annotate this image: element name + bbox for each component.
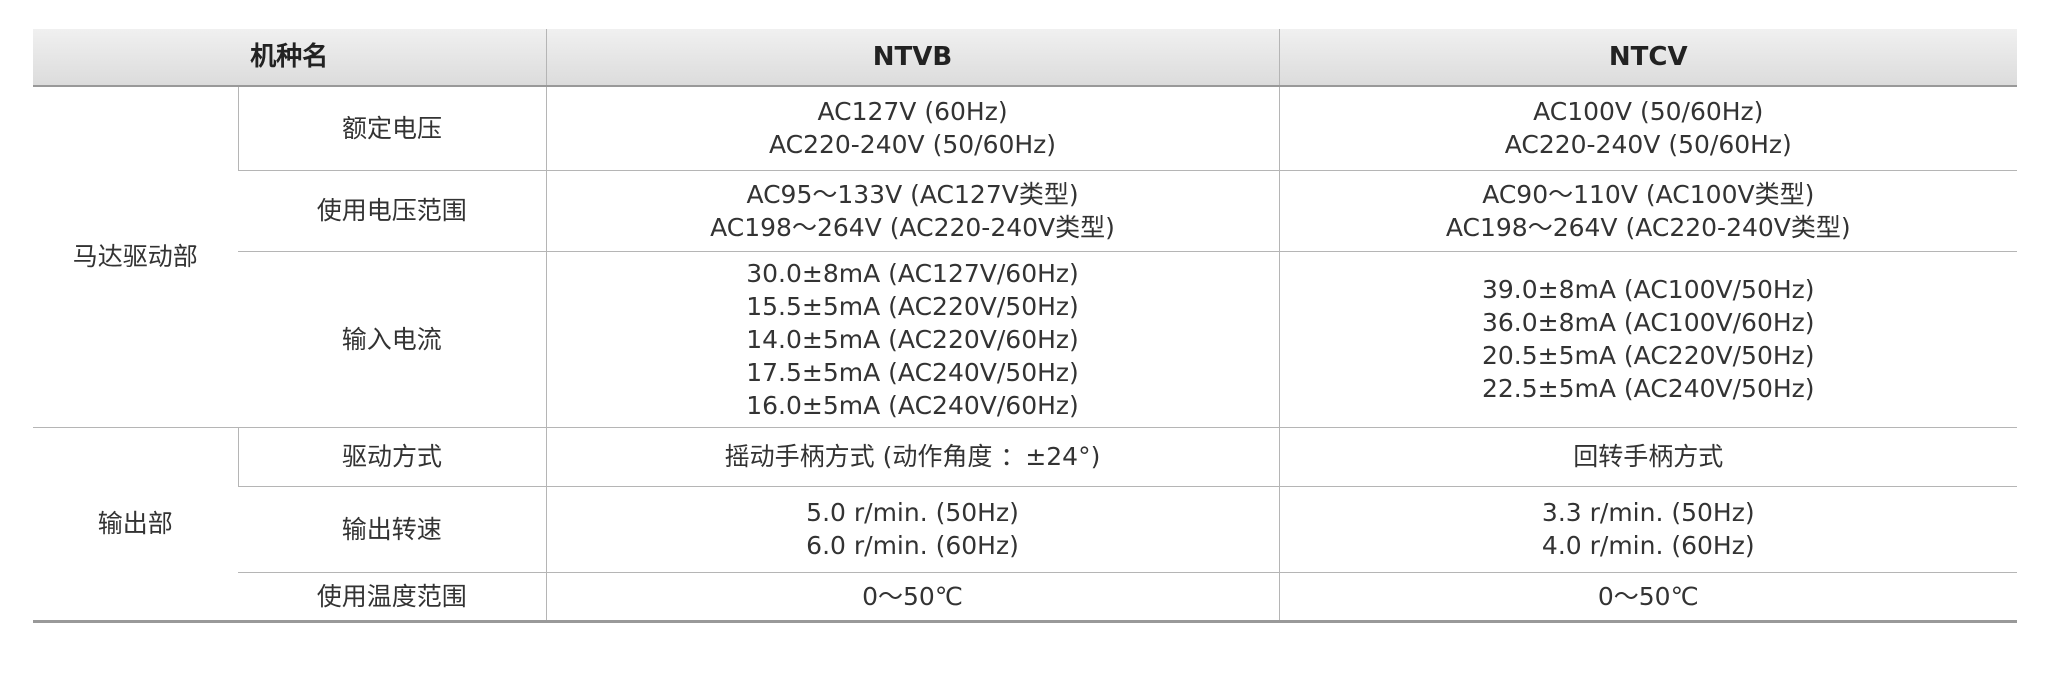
value-cell: AC127V (60Hz) AC220-240V (50/60Hz) [545, 85, 1280, 170]
value-line: 39.0±8mA (AC100V/50Hz) [1482, 275, 1815, 304]
value-cell: 0～50℃ [545, 571, 1280, 623]
group-label: 马达驱动部 [33, 85, 238, 427]
header-cell: NTVB [545, 29, 1280, 87]
value-line: 22.5±5mA (AC240V/50Hz) [1482, 374, 1815, 403]
item-label: 驱动方式 [237, 426, 547, 486]
value-line: AC220-240V (50/60Hz) [1504, 130, 1792, 160]
value-line: AC127V (60Hz) [817, 97, 1008, 127]
value-cell: 30.0±8mA (AC127V/60Hz) 15.5±5mA (AC220V/5… [545, 250, 1280, 427]
header-row: 机种名 NTVB NTCV [33, 29, 2018, 87]
value-line: 摇动手柄方式 (动作角度 ：±24°) [724, 442, 1101, 471]
table-body: 马达驱动部 额定电压 AC127V (60Hz) AC220-240V (50/60H… [33, 85, 2018, 623]
value-cell: AC90～110V (AC100V类型) AC198～264V (AC220-24… [1278, 169, 2018, 251]
value-line: 30.0±8mA (AC127V/60Hz) [746, 258, 1079, 288]
value-cell: AC100V (50/60Hz) AC220-240V (50/60Hz) [1278, 85, 2018, 170]
table-row: 马达驱动部 额定电压 AC127V (60Hz) AC220-240V (50/60H… [33, 85, 2018, 427]
value-line: AC95～133V (AC127V类型) [746, 179, 1079, 209]
item-label: 使用温度范围 [238, 571, 547, 623]
value-line: 16.0±5mA (AC240V/60Hz) [746, 390, 1079, 420]
value-line: 0～50℃ [862, 581, 963, 611]
header-cell: 机种名 [33, 29, 547, 87]
value-line: AC198～264V (AC220-240V类型) [710, 212, 1115, 242]
value-line: 20.5±5mA (AC220V/50Hz) [1482, 341, 1815, 370]
value-cell: AC95～133V (AC127V类型) AC198～264V (AC220-24… [545, 169, 1280, 251]
item-label: 输入电流 [238, 250, 547, 427]
value-line: 0～50℃ [1597, 581, 1699, 611]
item-label: 额定电压 [237, 85, 547, 170]
table-row: 输出部 驱动方式 摇动手柄方式 (动作角度 ：±24°) 回转手柄方式 [33, 426, 2018, 623]
value-line: 3.3 r/min. (50Hz) [1541, 498, 1755, 527]
spec-table: 机种名 NTVB NTCV 马达驱动部 额定电压 AC127V (60Hz) AC22… [33, 29, 2018, 623]
value-cell: 5.0 r/min. (50Hz) 6.0 r/min. (60Hz) [545, 485, 1280, 572]
value-line: 4.0 r/min. (60Hz) [1541, 531, 1755, 560]
value-cell: 0～50℃ [1278, 571, 2018, 623]
value-line: AC90～110V (AC100V类型) [1482, 179, 1815, 209]
table-row: 输出转速 5.0 r/min. (50Hz) 6.0 r/min. (60Hz) 3.… [33, 485, 2018, 572]
value-line: 5.0 r/min. (50Hz) [806, 498, 1019, 527]
group-label: 输出部 [33, 426, 238, 623]
value-cell: 39.0±8mA (AC100V/50Hz) 36.0±8mA (AC100V/6… [1278, 250, 2018, 427]
table-row: 使用电压范围 AC95～133V (AC127V类型) AC198～264V (AC… [33, 169, 2018, 251]
value-line: AC220-240V (50/60Hz) [768, 130, 1057, 160]
value-cell: 摇动手柄方式 (动作角度 ：±24°) [545, 426, 1280, 486]
value-cell: 3.3 r/min. (50Hz) 4.0 r/min. (60Hz) [1278, 485, 2018, 572]
item-label: 输出转速 [238, 485, 547, 572]
value-line: 6.0 r/min. (60Hz) [806, 531, 1019, 560]
value-line: 15.5±5mA (AC220V/50Hz) [746, 291, 1079, 321]
table-row: 输入电流 30.0±8mA (AC127V/60Hz) 15.5±5mA (AC22… [33, 250, 2018, 427]
value-line: AC198～264V (AC220-240V类型) [1445, 212, 1851, 242]
header-cell: NTCV [1278, 29, 2018, 87]
value-line: 36.0±8mA (AC100V/60Hz) [1482, 308, 1815, 337]
value-line: 14.0±5mA (AC220V/60Hz) [746, 324, 1079, 354]
value-line: 17.5±5mA (AC240V/50Hz) [746, 357, 1079, 387]
value-line: AC100V (50/60Hz) [1533, 97, 1764, 127]
value-cell: 回转手柄方式 [1278, 426, 2018, 486]
table-row: 使用温度范围 0～50℃ 0～50℃ [33, 571, 2018, 623]
item-label: 使用电压范围 [238, 169, 547, 251]
value-line: 回转手柄方式 [1573, 442, 1724, 471]
